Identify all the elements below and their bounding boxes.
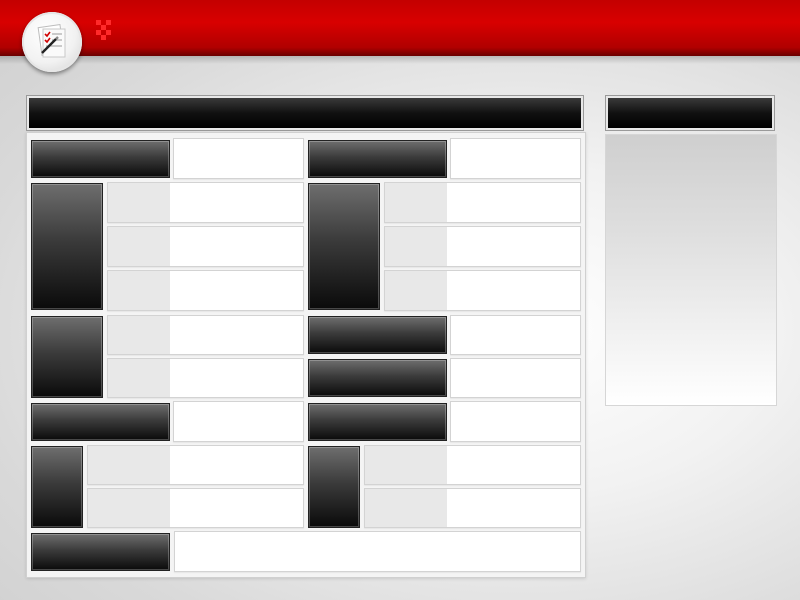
value-cell [107, 226, 304, 267]
value-cell [364, 445, 581, 485]
label-block [308, 359, 447, 397]
value-cell [107, 358, 304, 398]
value-cell [364, 488, 581, 528]
value-cell [450, 358, 581, 398]
label-block [308, 140, 447, 178]
value-cell [384, 270, 581, 311]
value-cell [384, 182, 581, 223]
value-cell [173, 401, 304, 442]
value-cell [107, 270, 304, 311]
side-title-bar [606, 96, 774, 130]
value-cell [450, 315, 581, 355]
group-label-block [308, 446, 360, 528]
value-cell [87, 488, 304, 528]
top-banner [0, 0, 800, 56]
value-cell [87, 445, 304, 485]
value-cell [450, 401, 581, 442]
value-cell [173, 138, 304, 179]
label-block [308, 316, 447, 354]
banner-shadow [0, 56, 800, 64]
label-block [31, 533, 170, 571]
main-title-bar [27, 96, 583, 130]
value-cell [107, 315, 304, 355]
checklist-icon [37, 24, 66, 58]
group-label-block [31, 446, 83, 528]
value-cell [450, 138, 581, 179]
label-block [308, 403, 447, 441]
value-cell [384, 226, 581, 267]
label-block [31, 403, 170, 441]
side-content-panel [605, 134, 777, 406]
value-cell [107, 182, 304, 223]
label-block [31, 140, 170, 178]
group-label-block [31, 316, 103, 398]
logo-badge [22, 12, 82, 72]
wide-value-cell [174, 531, 581, 572]
group-label-block [31, 183, 103, 310]
group-label-block [308, 183, 380, 310]
